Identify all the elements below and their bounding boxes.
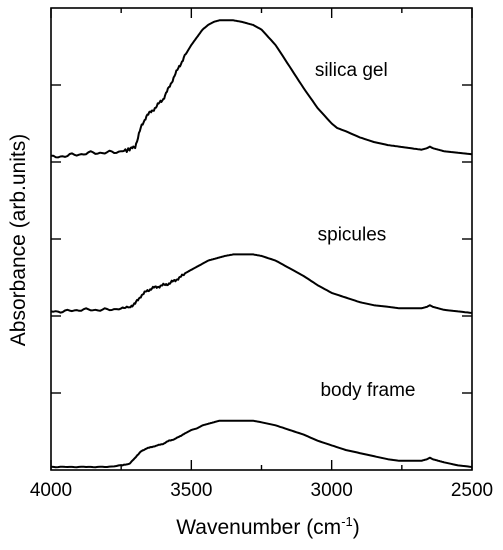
x-tick-label: 4000 bbox=[30, 480, 72, 501]
y-axis-title: Absorbance (arb.units) bbox=[7, 134, 30, 346]
x-axis-title: Wavenumber (cm-1) bbox=[176, 514, 360, 539]
x-ticks: 4000 3500 3000 2500 bbox=[30, 8, 493, 501]
x-tick-label: 3000 bbox=[311, 480, 353, 501]
spicules-label: spicules bbox=[318, 225, 387, 246]
body-frame-curve bbox=[50, 419, 473, 469]
spectra-curves bbox=[50, 19, 473, 469]
x-tick-label: 2500 bbox=[451, 480, 493, 501]
y-ticks bbox=[51, 84, 472, 394]
silica-gel-label: silica gel bbox=[315, 60, 388, 81]
silica-gel-curve bbox=[50, 19, 473, 159]
body-frame-label: body frame bbox=[320, 380, 415, 401]
spicules-curve bbox=[50, 253, 473, 314]
curve-annotations: silica gel spicules body frame bbox=[315, 60, 416, 401]
x-tick-label: 3500 bbox=[170, 480, 212, 501]
